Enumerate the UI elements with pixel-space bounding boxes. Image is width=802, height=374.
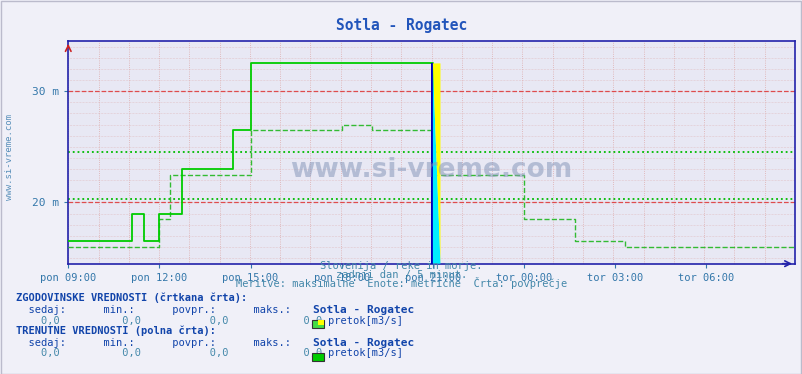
Text: Sotla - Rogatec: Sotla - Rogatec — [313, 338, 414, 348]
Text: ZGODOVINSKE VREDNOSTI (črtkana črta):: ZGODOVINSKE VREDNOSTI (črtkana črta): — [16, 292, 247, 303]
Bar — [430, 64, 432, 264]
Text: Sotla - Rogatec: Sotla - Rogatec — [335, 18, 467, 33]
Text: www.si-vreme.com: www.si-vreme.com — [290, 157, 572, 183]
Text: pretok[m3/s]: pretok[m3/s] — [327, 348, 402, 358]
Text: 0,0          0,0           0,0            0,0: 0,0 0,0 0,0 0,0 — [16, 348, 322, 358]
Text: TRENUTNE VREDNOSTI (polna črta):: TRENUTNE VREDNOSTI (polna črta): — [16, 325, 216, 335]
Text: Sotla - Rogatec: Sotla - Rogatec — [313, 306, 414, 315]
Polygon shape — [432, 64, 440, 264]
Text: zadnji dan / 5 minut.: zadnji dan / 5 minut. — [335, 270, 467, 280]
Text: Meritve: maksimalne  Enote: metrične  Črta: povprečje: Meritve: maksimalne Enote: metrične Črta… — [236, 277, 566, 289]
Text: sedaj:      min.:      povpr.:      maks.:: sedaj: min.: povpr.: maks.: — [16, 306, 290, 315]
Text: sedaj:      min.:      povpr.:      maks.:: sedaj: min.: povpr.: maks.: — [16, 338, 290, 348]
Text: www.si-vreme.com: www.si-vreme.com — [5, 114, 14, 200]
Text: 0,0          0,0           0,0            0,0: 0,0 0,0 0,0 0,0 — [16, 316, 322, 325]
Text: Slovenija / reke in morje.: Slovenija / reke in morje. — [320, 261, 482, 270]
Polygon shape — [432, 64, 440, 264]
Text: pretok[m3/s]: pretok[m3/s] — [327, 316, 402, 325]
